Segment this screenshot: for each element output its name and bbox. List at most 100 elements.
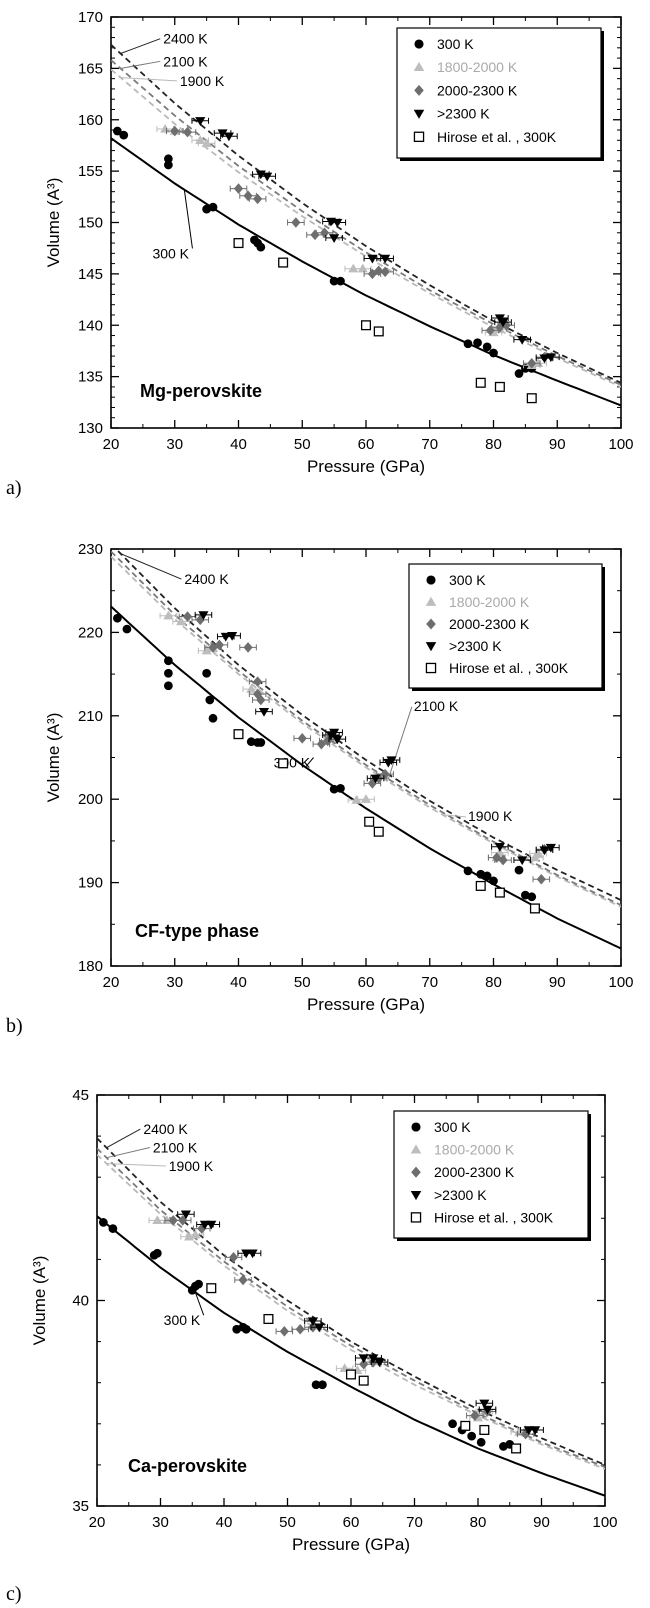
y-tick-label: 40 — [72, 1293, 89, 1310]
x-tick-label: 100 — [608, 436, 633, 453]
data-point — [367, 778, 377, 789]
curve-label-leader — [120, 38, 161, 54]
data-point — [475, 880, 486, 891]
panel-letter: c) — [6, 1583, 22, 1605]
data-point — [160, 123, 171, 133]
data-point — [194, 1279, 203, 1289]
data-point — [545, 843, 556, 853]
data-point — [256, 242, 266, 252]
data-point — [368, 1354, 379, 1364]
data-point — [201, 645, 212, 655]
data-point — [233, 183, 244, 194]
legend-label: 300 K — [437, 36, 474, 52]
y-tick-label: 160 — [78, 112, 103, 129]
data-point — [370, 774, 381, 784]
y-tick-label: 220 — [78, 624, 103, 641]
data-point — [170, 125, 180, 137]
data-point — [348, 263, 359, 273]
data-point — [329, 234, 340, 243]
data-point — [318, 1380, 327, 1390]
data-point — [246, 737, 256, 747]
data-point — [195, 135, 206, 144]
x-tick-label: 70 — [421, 436, 438, 453]
data-point — [319, 227, 330, 239]
curve-label-leader — [120, 77, 177, 82]
data-point — [279, 1326, 289, 1337]
y-tick-label: 230 — [78, 541, 103, 558]
x-tick-label: 80 — [485, 974, 502, 991]
data-point — [208, 713, 218, 723]
data-point — [168, 1215, 178, 1226]
curve-label: 1900 K — [169, 1158, 214, 1174]
data-point — [523, 1426, 534, 1436]
data-point — [227, 632, 238, 641]
data-point — [533, 848, 544, 858]
series-300-k — [113, 613, 537, 902]
series-2000-2300-k — [164, 1215, 535, 1440]
data-point — [161, 1215, 172, 1225]
data-point — [373, 826, 384, 837]
y-tick-label: 35 — [72, 1498, 89, 1515]
legend-marker — [410, 1190, 422, 1201]
x-axis-label: Pressure (GPa) — [307, 995, 425, 1014]
y-tick-label: 165 — [78, 60, 103, 77]
x-tick-label: 40 — [230, 974, 247, 991]
data-point — [332, 735, 343, 745]
legend-label: 300 K — [449, 572, 486, 588]
data-point — [220, 632, 231, 642]
data-point — [217, 129, 228, 139]
x-tick-label: 60 — [358, 974, 375, 991]
x-tick-label: 70 — [421, 974, 438, 991]
data-point — [176, 616, 187, 626]
data-point — [494, 843, 505, 852]
data-point — [489, 348, 498, 358]
legend-box — [393, 1110, 589, 1239]
data-point — [489, 876, 498, 886]
series--2300-k — [194, 611, 560, 866]
data-point — [198, 611, 209, 620]
data-point — [297, 733, 307, 744]
series-300-k — [98, 1218, 521, 1453]
data-point — [358, 1354, 369, 1364]
x-tick-label: 100 — [608, 974, 633, 991]
data-point — [180, 1210, 191, 1220]
data-point — [448, 1419, 457, 1429]
data-point — [262, 172, 273, 182]
y-axis-label: Volume (A³) — [44, 713, 63, 803]
legend-label: Hirose et al. , 300K — [449, 660, 569, 676]
y-tick-label: 155 — [78, 163, 103, 180]
x-tick-label: 90 — [549, 974, 566, 991]
curve-label-leader — [194, 1292, 205, 1316]
x-tick-label: 20 — [103, 974, 120, 991]
data-point — [336, 276, 345, 286]
data-point — [482, 871, 492, 881]
x-tick-label: 40 — [230, 436, 247, 453]
data-point — [463, 866, 473, 876]
data-point — [329, 784, 339, 794]
data-point — [530, 1426, 541, 1436]
x-tick-label: 80 — [470, 1514, 487, 1531]
x-tick-label: 20 — [89, 1514, 106, 1531]
data-point — [190, 1229, 201, 1239]
data-point — [380, 266, 390, 278]
legend-marker — [411, 1166, 421, 1178]
data-point — [310, 229, 320, 241]
data-point — [316, 738, 326, 750]
legend-marker — [413, 61, 425, 72]
data-point — [214, 639, 224, 651]
legend-label: Hirose et al. , 300K — [437, 129, 557, 145]
data-point — [360, 794, 372, 803]
data-point — [332, 218, 343, 228]
legend-box — [408, 563, 603, 689]
x-tick-label: 70 — [406, 1514, 423, 1531]
data-point — [199, 1220, 211, 1230]
data-point — [314, 1323, 325, 1333]
legend-label: 1800-2000 K — [449, 594, 530, 610]
x-tick-label: 30 — [152, 1514, 169, 1531]
series-hirose-et-al-300k — [206, 1283, 522, 1454]
legend-box — [396, 27, 602, 159]
data-point — [278, 257, 289, 268]
chart-title: Mg-perovskite — [140, 381, 262, 401]
x-tick-label: 30 — [166, 974, 183, 991]
data-point — [243, 190, 253, 202]
